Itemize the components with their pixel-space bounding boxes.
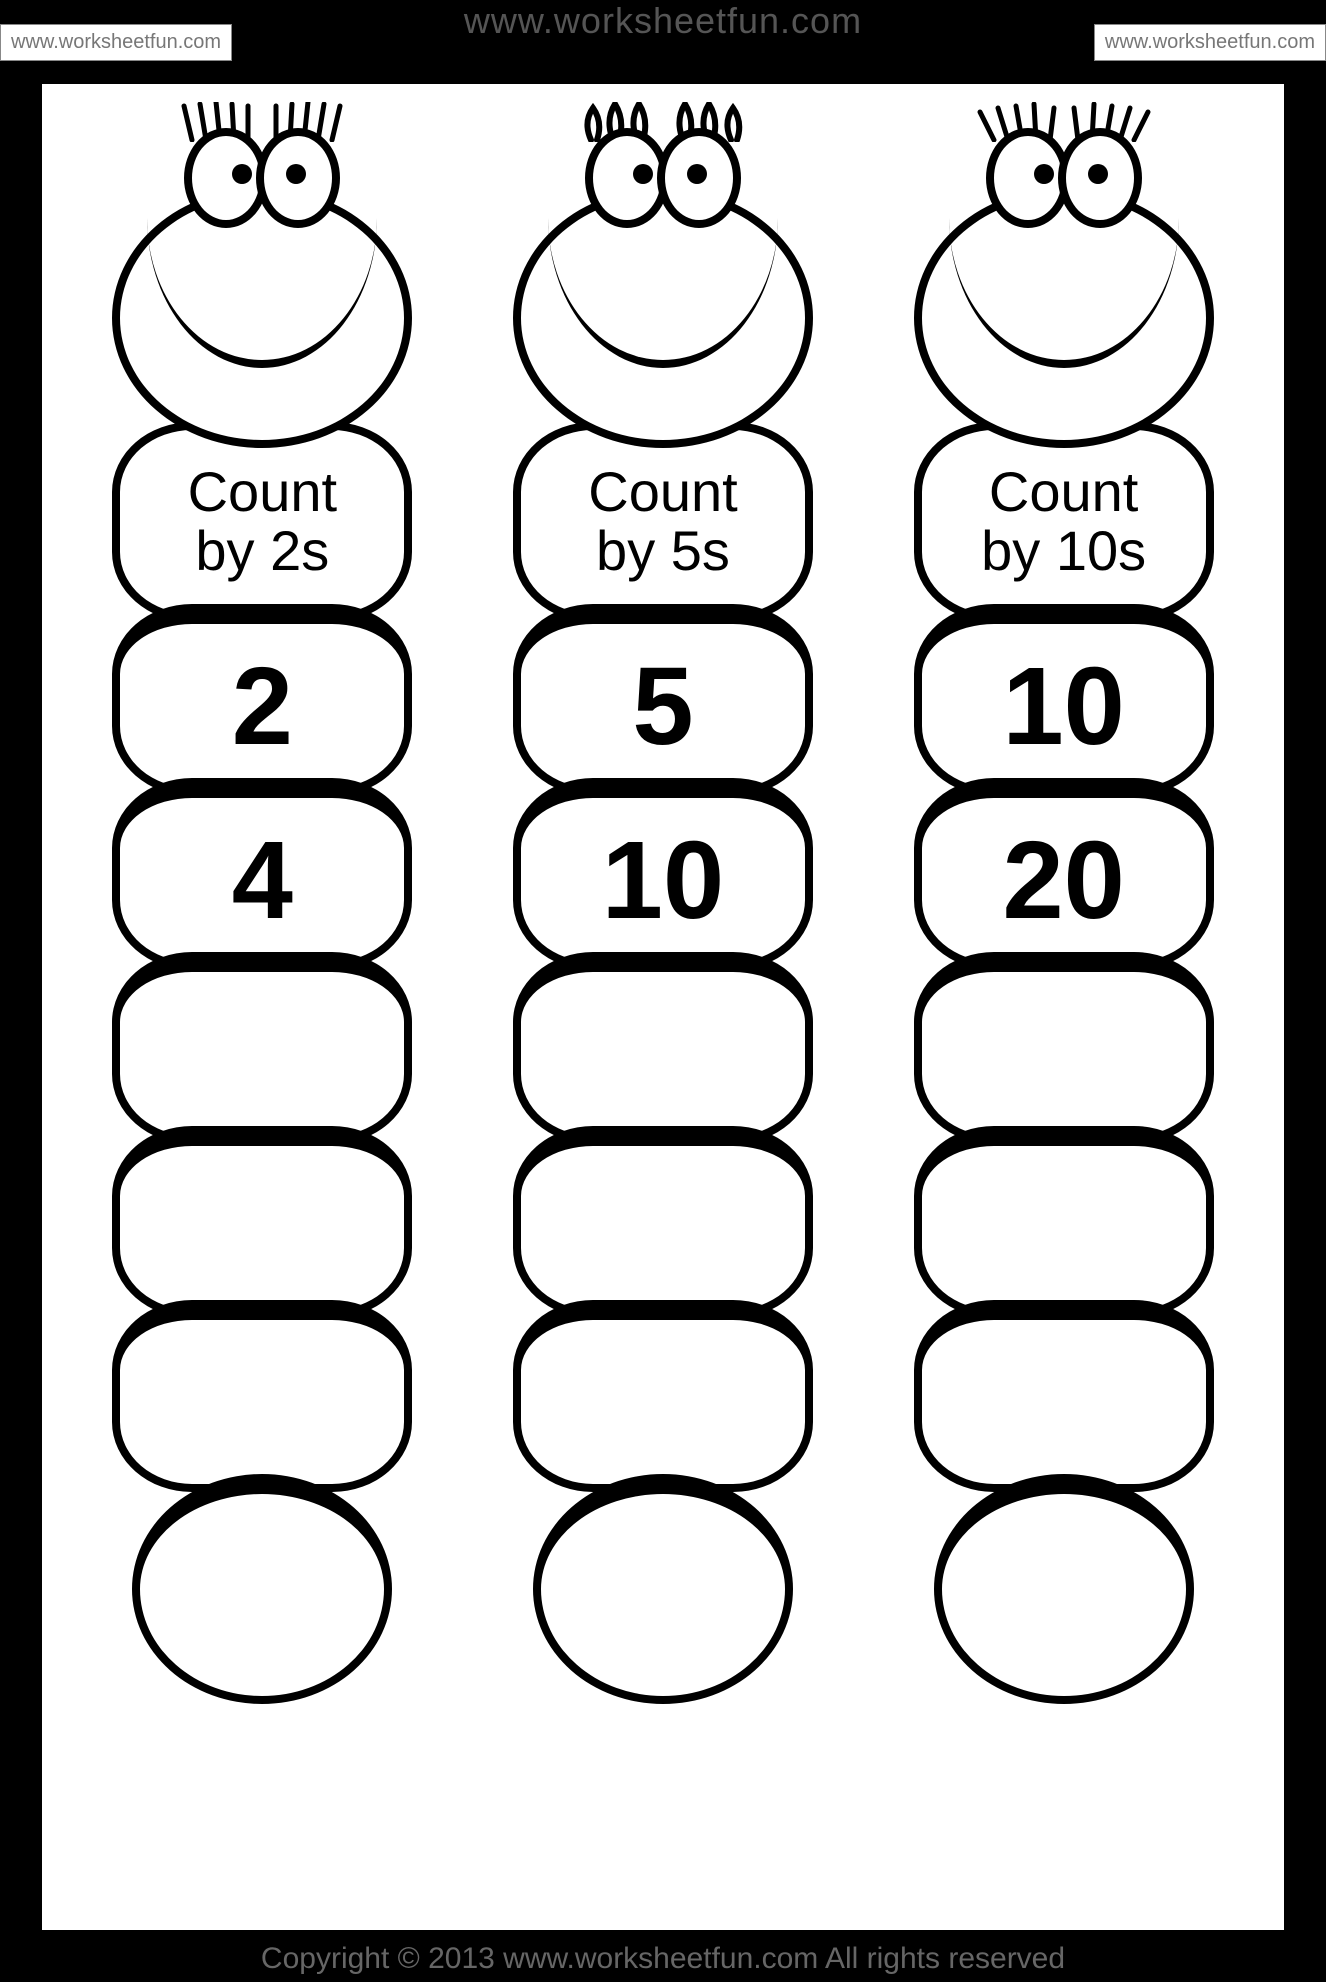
number-cell[interactable]: 10 [513, 778, 813, 970]
eyelashes-icon [964, 102, 1164, 142]
number-cell[interactable] [112, 1126, 412, 1318]
number-cell[interactable]: 20 [914, 778, 1214, 970]
number-cell[interactable] [914, 1300, 1214, 1492]
number-cell[interactable] [513, 952, 813, 1144]
number-cell[interactable] [934, 1474, 1194, 1704]
number-cell[interactable] [132, 1474, 392, 1704]
number-cell[interactable] [914, 1126, 1214, 1318]
number-cell[interactable]: 10 [914, 604, 1214, 796]
caterpillar-10s: Countby 10s 10 20 [894, 128, 1234, 1704]
eyelashes-icon [162, 102, 362, 142]
instruction-label: Countby 10s [914, 422, 1214, 622]
caterpillar-head [503, 128, 823, 448]
caterpillar-2s: Countby 2s 2 4 [92, 128, 432, 1704]
number-cell[interactable] [513, 1300, 813, 1492]
number-cell[interactable] [533, 1474, 793, 1704]
worksheet-page: Countby 2s 2 4 [36, 78, 1290, 1936]
watermark-left: www.worksheetfun.com [0, 24, 232, 61]
number-cell[interactable] [112, 1300, 412, 1492]
copyright-footer: Copyright © 2013 www.worksheetfun.com Al… [0, 1942, 1326, 1976]
watermark-right: www.worksheetfun.com [1094, 24, 1326, 61]
number-cell[interactable] [513, 1126, 813, 1318]
caterpillar-head [102, 128, 422, 448]
number-cell[interactable] [112, 952, 412, 1144]
number-cell[interactable]: 5 [513, 604, 813, 796]
caterpillar-head [904, 128, 1224, 448]
number-cell[interactable]: 2 [112, 604, 412, 796]
number-cell[interactable] [914, 952, 1214, 1144]
eyelashes-icon [563, 102, 763, 142]
caterpillar-5s: Countby 5s 5 10 [493, 128, 833, 1704]
instruction-label: Countby 2s [112, 422, 412, 622]
instruction-label: Countby 5s [513, 422, 813, 622]
number-cell[interactable]: 4 [112, 778, 412, 970]
